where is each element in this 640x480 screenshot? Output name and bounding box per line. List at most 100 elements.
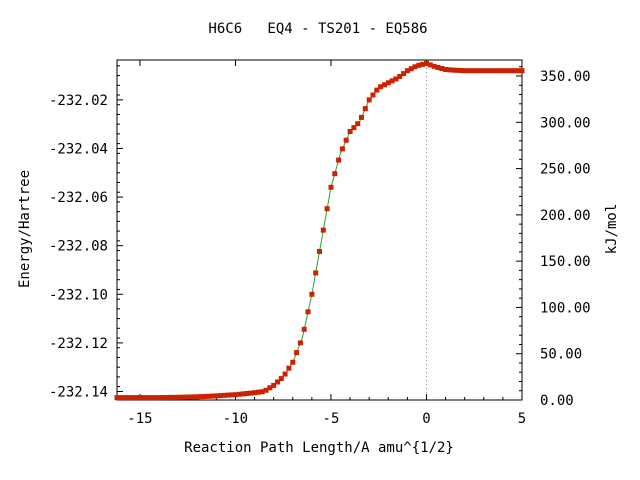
x-axis-label: Reaction Path Length/A amu^{1/2} [184, 440, 454, 456]
data-point-marker [488, 68, 494, 74]
data-point-marker [294, 350, 300, 356]
data-point-marker [500, 68, 506, 74]
data-point-marker [190, 394, 196, 400]
y-right-tick-label: 350.00 [540, 69, 591, 85]
data-point-marker [370, 92, 376, 98]
data-point-marker [366, 97, 372, 103]
data-point-marker [424, 60, 429, 66]
data-point-marker [511, 68, 517, 74]
y-left-tick-label: -232.14 [49, 384, 108, 400]
data-point-marker [336, 157, 342, 163]
y-right-tick-label: 250.00 [540, 162, 591, 178]
data-point-marker [183, 394, 189, 400]
data-point-marker [275, 379, 280, 385]
data-point-marker [347, 129, 353, 134]
data-point-marker [492, 68, 498, 74]
x-tick-label: -10 [223, 411, 248, 427]
data-point-marker [454, 67, 460, 73]
data-point-marker [118, 395, 124, 401]
data-point-marker [141, 395, 147, 401]
data-point-marker [508, 68, 513, 74]
data-point-marker [328, 184, 334, 190]
data-point-marker [217, 393, 223, 399]
data-point-marker [259, 389, 265, 395]
data-point-marker [156, 395, 162, 401]
data-point-marker [515, 68, 521, 74]
data-point-marker [210, 393, 215, 399]
y-right-tick-label: 150.00 [540, 254, 591, 270]
data-point-marker [504, 68, 510, 74]
data-point-marker [378, 84, 384, 90]
data-point-marker [194, 394, 200, 400]
data-point-marker [145, 395, 151, 401]
data-point-marker [309, 291, 315, 297]
data-point-marker [278, 376, 284, 382]
data-point-marker [286, 365, 292, 371]
data-point-marker [317, 249, 322, 254]
data-point-marker [343, 137, 349, 143]
y-left-tick-label: -232.02 [49, 93, 108, 109]
data-point-marker [382, 82, 387, 88]
data-point-marker [355, 121, 361, 127]
data-point-marker [416, 62, 422, 68]
data-point-marker [290, 359, 296, 365]
data-point-marker [271, 382, 277, 388]
y-right-tick-label: 100.00 [540, 300, 591, 316]
data-point-marker [301, 326, 307, 332]
data-point-marker [389, 78, 395, 84]
data-point-marker [263, 387, 269, 393]
data-point-marker [114, 395, 120, 401]
data-point-marker [187, 394, 193, 400]
chart-title: H6C6 EQ4 - TS201 - EQ586 [208, 21, 427, 37]
data-point-marker [443, 67, 449, 72]
data-point-marker [133, 395, 139, 401]
data-point-marker [255, 389, 261, 395]
data-point-marker [412, 64, 418, 70]
data-point-marker [213, 393, 219, 399]
data-point-marker [401, 71, 407, 77]
data-point-marker [485, 68, 491, 74]
data-point-marker [439, 66, 445, 71]
data-point-marker [385, 80, 391, 86]
data-point-marker [431, 63, 437, 69]
data-point-marker [225, 392, 231, 398]
data-point-marker [446, 67, 452, 73]
series-curve [117, 62, 522, 399]
data-point-marker [362, 106, 368, 112]
data-point-marker [466, 68, 471, 74]
data-point-marker [221, 392, 227, 398]
data-point-marker [206, 393, 212, 399]
y-left-tick-label: -232.08 [49, 239, 108, 255]
data-point-marker [450, 67, 456, 73]
data-point-marker [179, 394, 185, 400]
data-point-marker [175, 394, 181, 400]
data-point-marker [229, 392, 235, 398]
data-point-marker [305, 309, 311, 315]
series-line [117, 62, 522, 399]
data-point-marker [232, 392, 238, 398]
data-point-marker [462, 68, 468, 74]
y-axis-label-left: Energy/Hartree [17, 170, 33, 288]
data-point-marker [171, 394, 177, 400]
plot-frame [116, 59, 523, 401]
data-point-marker [313, 270, 319, 276]
x-tick-label: -5 [323, 411, 340, 427]
data-point-marker [477, 68, 483, 74]
data-point-marker [320, 227, 326, 233]
data-point-marker [248, 390, 254, 396]
data-point-marker [152, 395, 158, 401]
data-point-marker [420, 61, 426, 67]
data-point-marker [168, 394, 173, 400]
y-right-tick-label: 200.00 [540, 208, 591, 224]
y-left-tick-label: -232.06 [49, 190, 108, 206]
y-right-tick-label: 0.00 [540, 393, 574, 409]
data-point-marker [359, 114, 364, 120]
x-tick-label: -15 [127, 411, 152, 427]
axis-ticks [117, 60, 523, 401]
data-point-marker [427, 62, 433, 68]
data-point-marker [519, 68, 525, 74]
data-point-marker [267, 385, 273, 391]
data-point-marker [481, 68, 487, 74]
data-point-marker [469, 68, 475, 74]
